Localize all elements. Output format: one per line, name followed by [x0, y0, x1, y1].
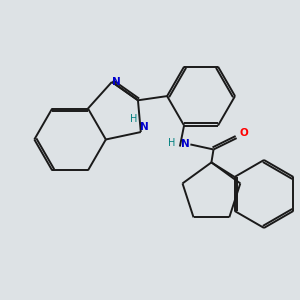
- Text: H: H: [130, 114, 137, 124]
- Text: N: N: [181, 139, 190, 148]
- Text: H: H: [168, 138, 175, 148]
- Text: O: O: [239, 128, 248, 138]
- Text: N: N: [140, 122, 148, 132]
- Text: N: N: [112, 77, 121, 87]
